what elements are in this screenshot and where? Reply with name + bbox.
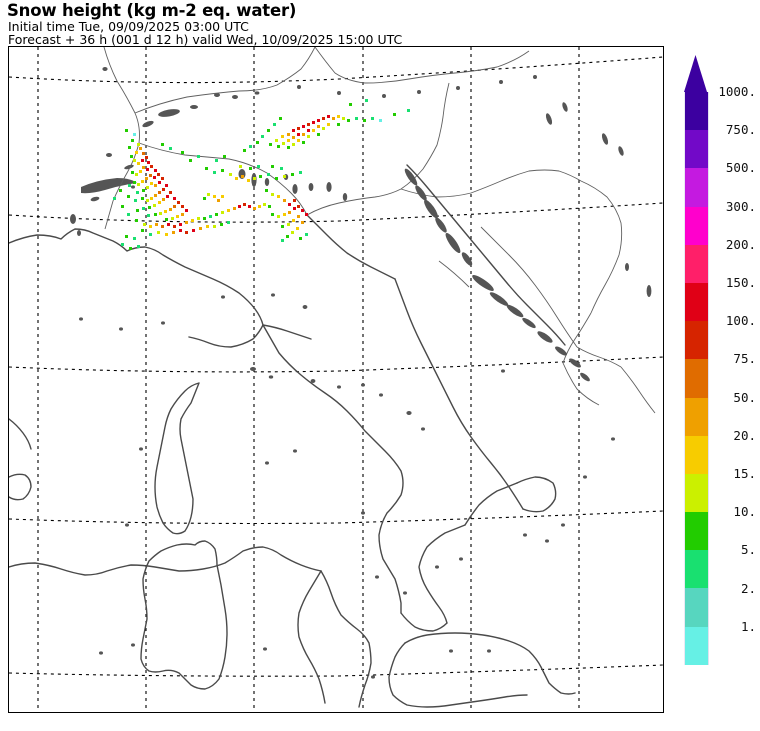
colorbar-tick-labels: 1000. 750. 500. 300. 200. 150. 100. 75. 50. 20. 15… xyxy=(710,55,760,675)
colorbar-band-1000 xyxy=(685,92,708,131)
snow-field-alps xyxy=(113,99,410,250)
colorbar-tick-20: 20. xyxy=(733,427,756,443)
colorbar-band-75 xyxy=(685,359,708,398)
colorbar-band-50 xyxy=(685,397,708,436)
colorbar-tick-300: 300. xyxy=(725,198,756,214)
colorbar-tick-10: 10. xyxy=(733,504,756,520)
colorbar-over-arrow xyxy=(684,55,707,92)
colorbar-bands xyxy=(684,92,709,665)
colorbar-band-5 xyxy=(685,550,708,589)
colorbar-tick-5: 5. xyxy=(740,542,756,558)
colorbar-tick-200: 200. xyxy=(725,236,756,252)
initial-time-label: Initial time Tue, 09/09/2025 03:00 UTC xyxy=(8,19,249,34)
colorbar-tick-500: 500. xyxy=(725,160,756,176)
colorbar-band-1 xyxy=(685,626,708,665)
map-canvas: .coast{fill:none;stroke:#4a4a4a;stroke-w… xyxy=(9,47,663,712)
colorbar-band-150 xyxy=(685,282,708,322)
graticule-lines xyxy=(9,47,663,712)
colorbar-band-300 xyxy=(685,206,708,245)
map-panel: .coast{fill:none;stroke:#4a4a4a;stroke-w… xyxy=(8,46,664,713)
page-title: Snow height (kg m-2 eq. water) xyxy=(7,1,297,20)
snow-cluster-western-alps xyxy=(113,129,271,250)
colorbar-tick-150: 150. xyxy=(725,275,756,290)
snow-cluster-central-alps xyxy=(161,143,302,182)
colorbar-band-20 xyxy=(685,435,708,474)
colorbar-tick-1: 1. xyxy=(740,618,756,634)
colorbar-band-15 xyxy=(685,473,708,513)
country-borders xyxy=(103,47,656,414)
colorbar-tick-750: 750. xyxy=(725,122,756,138)
forecast-validity-label: Forecast + 36 h (001 d 12 h) valid Wed, … xyxy=(8,32,403,47)
alpine-relief-speckles xyxy=(70,75,537,236)
snow-cluster-eastern-alps xyxy=(243,99,410,152)
dalmatian-islands xyxy=(79,67,652,679)
colorbar-tick-100: 100. xyxy=(725,313,756,329)
colorbar-band-10 xyxy=(685,512,708,551)
colorbar-tick-50: 50. xyxy=(733,389,756,405)
colorbar-tick-75: 75. xyxy=(733,351,756,367)
snow-cluster-dolomites xyxy=(203,189,308,242)
colorbar-band-750 xyxy=(685,130,708,169)
colorbar-band-500 xyxy=(685,168,708,207)
colorbar-tick-2: 2. xyxy=(740,580,756,596)
coastlines xyxy=(9,164,576,708)
colorbar-band-100 xyxy=(685,321,708,360)
colorbar-band-2 xyxy=(685,588,708,627)
colorbar-band-200 xyxy=(685,244,708,283)
colorbar-tick-15: 15. xyxy=(733,466,756,481)
colorbar-tick-1000: 1000. xyxy=(718,84,756,99)
